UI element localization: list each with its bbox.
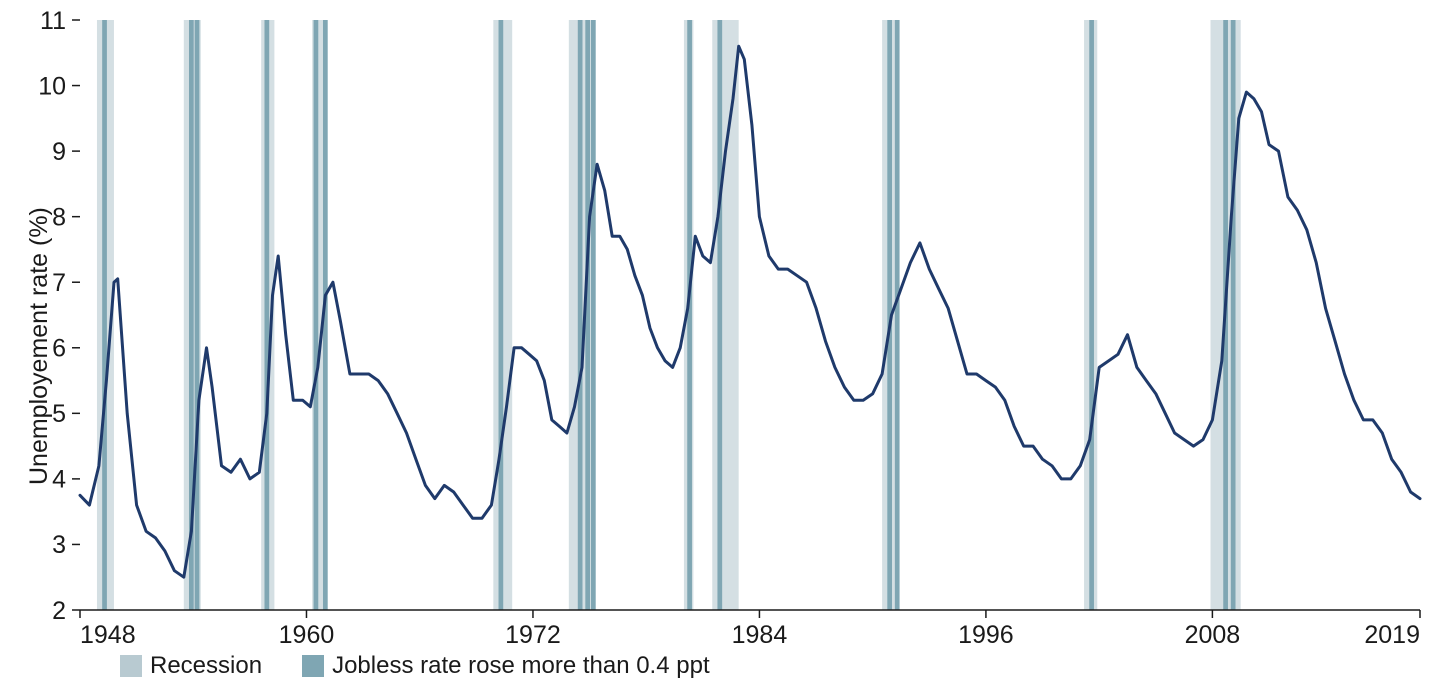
- legend-item-jobless: Jobless rate rose more than 0.4 ppt: [302, 652, 710, 680]
- chart-svg: 2 3 4 5 6 7 8 9 10 11 1948 1960 1972 1984 1996 2008 2019: [0, 0, 1432, 687]
- svg-text:7: 7: [52, 269, 66, 297]
- legend-swatch-recession: [120, 655, 142, 677]
- svg-text:2: 2: [52, 597, 66, 625]
- svg-text:3: 3: [52, 531, 66, 559]
- legend-item-recession: Recession: [120, 652, 262, 680]
- svg-text:9: 9: [52, 138, 66, 166]
- svg-text:4: 4: [52, 466, 66, 494]
- svg-text:8: 8: [52, 203, 66, 231]
- svg-text:6: 6: [52, 335, 66, 363]
- legend-label-jobless: Jobless rate rose more than 0.4 ppt: [332, 652, 710, 680]
- legend: Recession Jobless rate rose more than 0.…: [120, 652, 710, 680]
- svg-text:1996: 1996: [958, 621, 1014, 649]
- svg-text:2019: 2019: [1364, 621, 1420, 649]
- svg-text:1972: 1972: [505, 621, 561, 649]
- legend-label-recession: Recession: [150, 652, 262, 680]
- legend-swatch-jobless: [302, 655, 324, 677]
- unemployment-chart: 2 3 4 5 6 7 8 9 10 11 1948 1960 1972 1984 1996 2008 2019…: [0, 0, 1432, 687]
- svg-text:5: 5: [52, 400, 66, 428]
- svg-text:1948: 1948: [80, 621, 136, 649]
- svg-text:2008: 2008: [1185, 621, 1241, 649]
- svg-text:11: 11: [40, 7, 66, 35]
- y-axis-label: Unemployement rate (%): [25, 207, 54, 485]
- svg-text:1960: 1960: [279, 621, 335, 649]
- svg-text:10: 10: [38, 72, 66, 100]
- svg-text:1984: 1984: [732, 621, 788, 649]
